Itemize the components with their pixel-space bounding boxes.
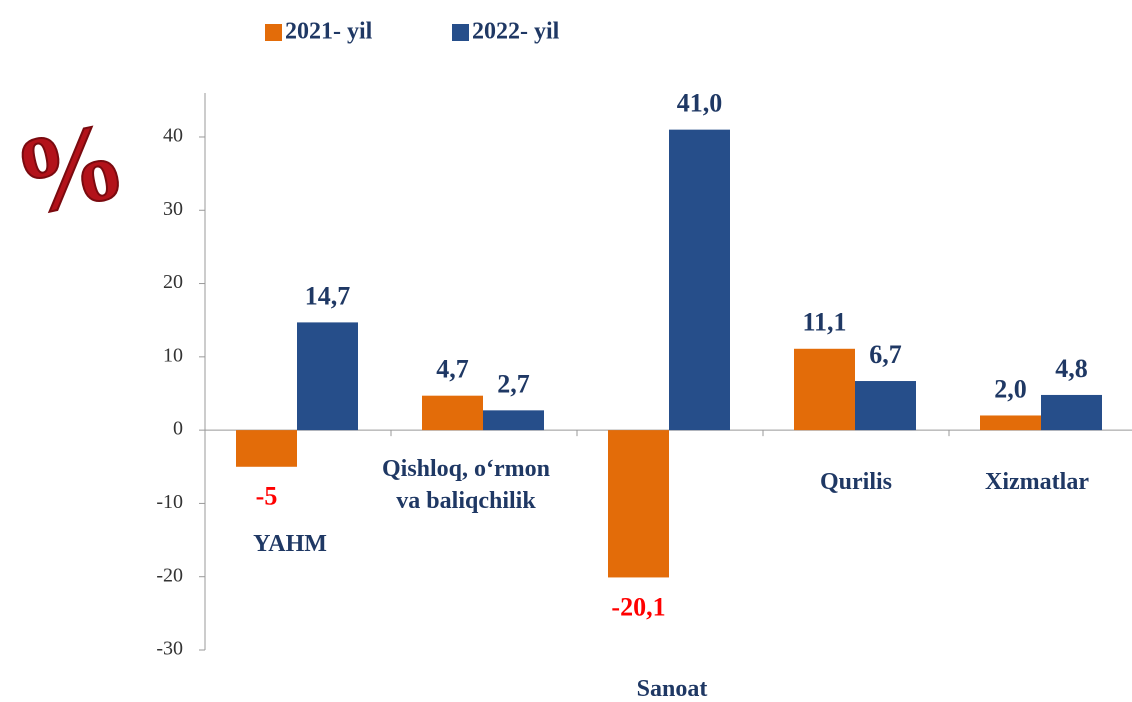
category-label: YAHM [253, 528, 327, 560]
bar [1041, 395, 1102, 430]
value-label: 41,0 [677, 89, 723, 118]
value-label: 2,7 [497, 369, 530, 398]
bar [297, 322, 358, 430]
y-tick-label: -20 [156, 564, 183, 586]
value-label: 4,8 [1055, 354, 1088, 383]
legend-label: 2021- yil [285, 19, 373, 45]
bar [794, 349, 855, 430]
y-tick-label: 30 [163, 198, 183, 220]
y-tick-label: 40 [163, 125, 183, 147]
value-label: -5 [256, 482, 278, 511]
bar [669, 130, 730, 430]
bar [422, 396, 483, 430]
bar [855, 381, 916, 430]
y-tick-label: -10 [156, 491, 183, 513]
chart-canvas: % -30 -20 -10 0 10 20 30 40 2021- yil 2022- yil -5… [0, 0, 1132, 702]
value-label: 11,1 [802, 308, 846, 337]
legend-swatch [265, 24, 282, 41]
category-label: Sanoat [637, 673, 708, 702]
y-tick-label: 20 [163, 271, 183, 293]
value-label: 14,7 [305, 281, 351, 310]
chart: % -30 -20 -10 0 10 20 30 40 2021- yil 2022- yil -5… [0, 0, 1132, 702]
y-tick-label: 0 [173, 418, 183, 440]
bar [236, 430, 297, 467]
value-label: 6,7 [869, 340, 902, 369]
bar [980, 415, 1041, 430]
category-label: Qishloq, o‘rmon va baliqchilik [382, 453, 550, 517]
value-label: -20,1 [611, 592, 665, 621]
value-label: 2,0 [994, 374, 1027, 403]
legend-label: 2022- yil [472, 19, 560, 45]
bar [608, 430, 669, 577]
bar [483, 410, 544, 430]
y-tick-label: -30 [156, 638, 183, 660]
category-label: Xizmatlar [985, 466, 1089, 498]
legend-swatch [452, 24, 469, 41]
category-label: Qurilis [820, 466, 892, 498]
value-label: 4,7 [436, 355, 469, 384]
percent-icon: % [3, 97, 136, 239]
y-tick-label: 10 [163, 344, 183, 366]
